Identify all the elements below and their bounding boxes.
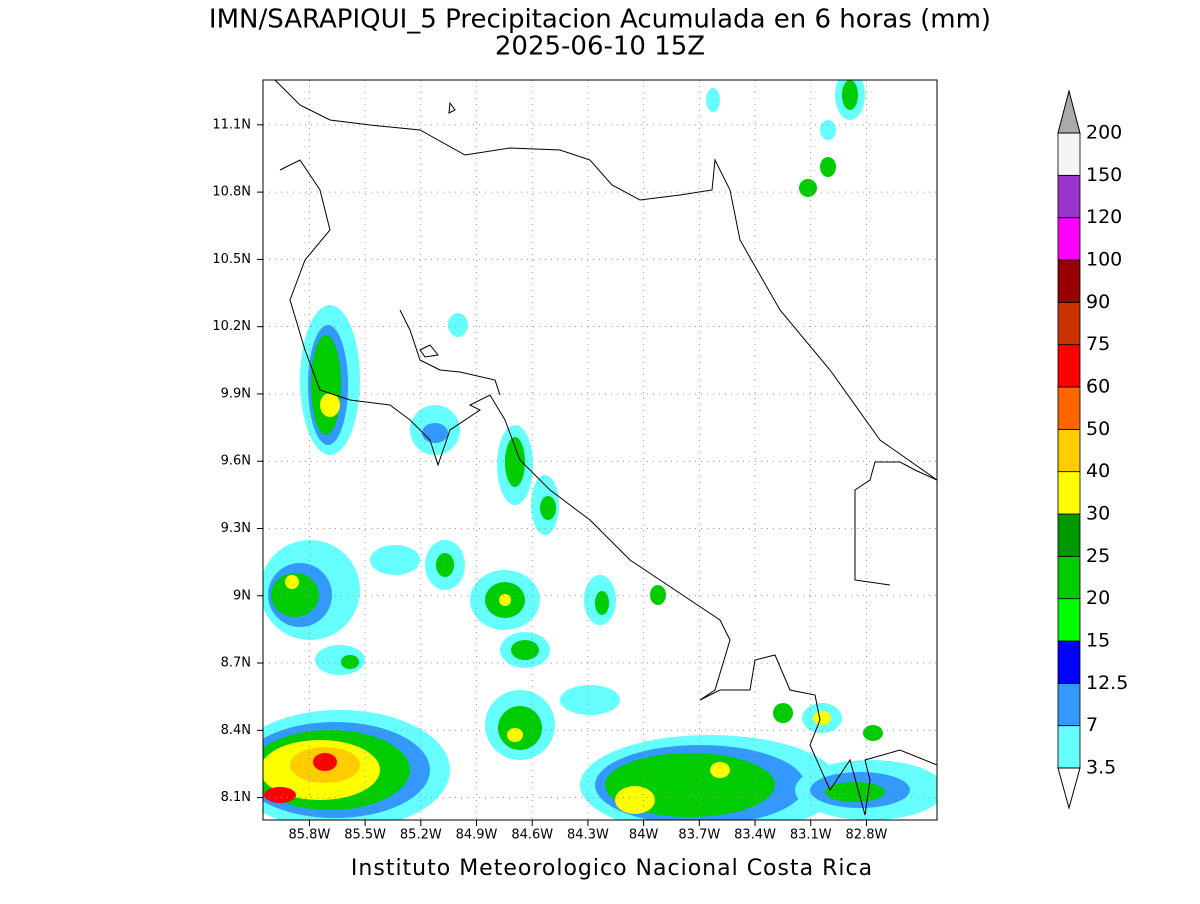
y-tick-label: 8.4N: [221, 723, 251, 738]
y-tick-label: 9.3N: [221, 521, 251, 536]
precip-blob: [300, 305, 360, 455]
x-tick-label: 85.5W: [344, 828, 386, 843]
y-tick-label: 8.1N: [221, 790, 251, 805]
precip-blob: [315, 540, 465, 675]
colorbar-over: [1057, 89, 1081, 134]
colorbar-segment: [1057, 471, 1081, 515]
colorbar-label: 15: [1086, 630, 1110, 652]
precip-blob: [263, 540, 360, 640]
y-tick-label: 10.5N: [212, 252, 251, 267]
colorbar-label: 90: [1086, 291, 1110, 313]
colorbar-segment: [1057, 555, 1081, 600]
coastlines: [274, 80, 937, 816]
colorbar-segment: [1057, 725, 1081, 769]
colorbar: 3.5 7 12.5 15 20 25 30 40 50 60 75 90 100 120 150 200: [1057, 89, 1128, 810]
colorbar-segment: [1057, 513, 1081, 557]
y-tick-label: 9N: [233, 588, 251, 603]
colorbar-label: 75: [1086, 333, 1110, 355]
precip-blob: [773, 703, 937, 820]
colorbar-label: 12.5: [1086, 672, 1128, 694]
precip-blob: [497, 425, 559, 535]
colorbar-label: 3.5: [1086, 757, 1116, 779]
x-tick-label: 82.8W: [846, 828, 888, 843]
colorbar-label: 25: [1086, 545, 1110, 567]
x-tick-label: 85.2W: [400, 828, 442, 843]
y-tick-label: 8.7N: [221, 656, 251, 671]
precip-blob: [410, 405, 460, 455]
colorbar-label: 60: [1086, 376, 1110, 398]
colorbar-label: 50: [1086, 418, 1110, 440]
precip-blob: [485, 685, 620, 760]
colorbar-segment: [1057, 132, 1081, 176]
precip-blob: [580, 735, 840, 820]
title: IMN/SARAPIQUI_5 Precipitacion Acumulada …: [209, 5, 991, 35]
subtitle: 2025-06-10 15Z: [495, 32, 705, 62]
x-tick-label: 84.9W: [456, 828, 498, 843]
colorbar-segment: [1057, 598, 1081, 642]
x-tick-label: 84.6W: [511, 828, 553, 843]
colorbar-label: 200: [1086, 122, 1122, 144]
colorbar-segment: [1057, 301, 1081, 346]
colorbar-segment: [1057, 344, 1081, 388]
colorbar-label: 7: [1086, 714, 1098, 736]
colorbar-segment: [1057, 386, 1081, 430]
precip-blob: [470, 570, 550, 668]
y-tick-label: 10.2N: [212, 319, 251, 334]
colorbar-label: 120: [1086, 206, 1122, 228]
x-tick-label: 84.3W: [567, 828, 609, 843]
colorbar-label: 20: [1086, 587, 1110, 609]
colorbar-segment: [1057, 174, 1081, 219]
colorbar-segment: [1057, 259, 1081, 303]
colorbar-label: 150: [1086, 164, 1122, 186]
y-tick-label: 9.9N: [221, 386, 251, 401]
colorbar-segment: [1057, 640, 1081, 684]
x-tick-label: 83.7W: [678, 828, 720, 843]
precip-blob: [448, 80, 865, 337]
colorbar-segment: [1057, 428, 1081, 473]
colorbar-segment: [1057, 682, 1081, 727]
precip-field: [263, 80, 937, 820]
colorbar-label: 40: [1086, 460, 1110, 482]
y-tick-label: 11.1N: [212, 117, 251, 132]
x-tick-label: 84W: [629, 828, 659, 843]
grid: [263, 80, 937, 820]
x-tick-label: 83.1W: [790, 828, 832, 843]
y-tick-label: 9.6N: [221, 454, 251, 469]
footer: Instituto Meteorologico Nacional Costa R…: [351, 856, 873, 881]
precip-blob: [263, 710, 450, 820]
colorbar-under: [1057, 767, 1081, 810]
colorbar-label: 100: [1086, 249, 1122, 271]
plot-frame: [262, 79, 938, 821]
precip-blob: [584, 575, 666, 625]
x-tick-label: 85.8W: [289, 828, 331, 843]
colorbar-label: 30: [1086, 503, 1110, 525]
colorbar-segment: [1057, 217, 1081, 261]
y-tick-label: 10.8N: [212, 185, 251, 200]
x-tick-label: 83.4W: [734, 828, 776, 843]
